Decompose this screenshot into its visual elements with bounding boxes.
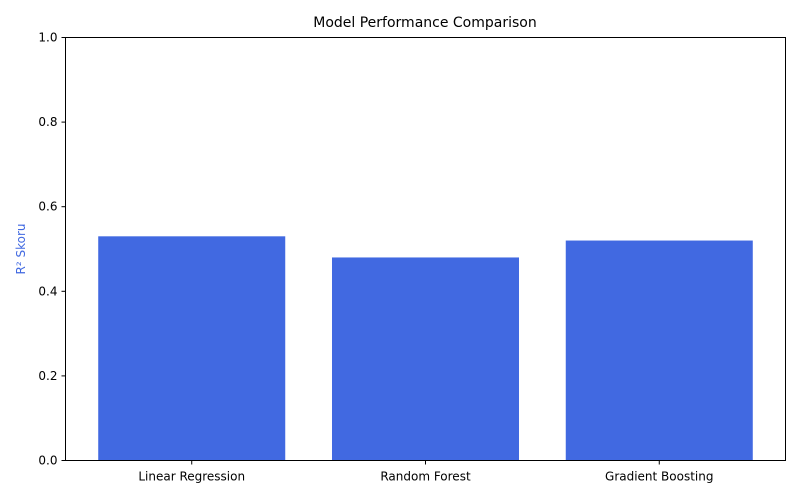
y-tick-label: 0.0 — [38, 454, 57, 468]
y-tick-label: 0.8 — [38, 115, 57, 129]
y-tick-label: 1.0 — [38, 31, 57, 45]
plot-frame — [65, 37, 786, 461]
bar-linear-regression — [98, 236, 286, 461]
x-tick-label: Random Forest — [380, 470, 471, 484]
y-axis-label: R² Skoru — [14, 224, 28, 275]
y-tick-label: 0.4 — [38, 284, 57, 298]
y-tick-label: 0.2 — [38, 369, 57, 383]
x-ticks-group: Linear Regression Random Forest Gradient B… — [138, 460, 714, 484]
y-ticks-group: 0.0 0.2 0.4 0.6 0.8 1.0 — [38, 31, 66, 468]
y-tick-label: 0.6 — [38, 200, 57, 214]
chart-title: Model Performance Comparison — [313, 15, 536, 31]
x-tick-label: Gradient Boosting — [605, 470, 713, 484]
x-tick-label: Linear Regression — [138, 470, 245, 484]
bars-group — [98, 236, 753, 461]
bar-random-forest — [331, 257, 520, 461]
bar-gradient-boosting — [565, 240, 753, 461]
